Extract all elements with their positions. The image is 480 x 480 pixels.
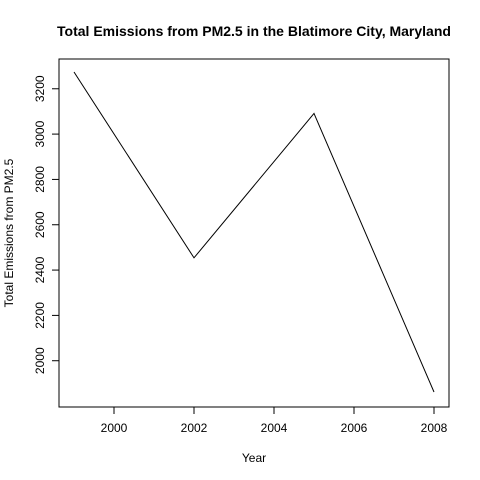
y-axis: 2000 2200 2400 2600 2800 3000 3200 (33, 75, 59, 374)
x-axis: 2000 2002 2004 2006 2008 (101, 407, 448, 435)
y-tick-label: 3200 (33, 75, 47, 102)
x-tick-label: 2002 (181, 421, 208, 435)
plot-frame (58, 58, 450, 408)
y-tick-label: 2800 (33, 166, 47, 193)
x-tick-label: 2008 (421, 421, 448, 435)
chart-title: Total Emissions from PM2.5 in the Blatim… (57, 23, 451, 39)
x-tick-label: 2004 (261, 421, 288, 435)
x-tick-label: 2006 (341, 421, 368, 435)
x-axis-label: Year (242, 451, 266, 465)
series-line (73, 71, 435, 393)
y-axis-label: Total Emissions from PM2.5 (2, 158, 16, 307)
y-tick-label: 2000 (33, 347, 47, 374)
x-tick-label: 2000 (101, 421, 128, 435)
y-tick-label: 2600 (33, 211, 47, 238)
y-tick-label: 2200 (33, 302, 47, 329)
y-tick-label: 3000 (33, 120, 47, 147)
y-tick-label: 2400 (33, 256, 47, 283)
